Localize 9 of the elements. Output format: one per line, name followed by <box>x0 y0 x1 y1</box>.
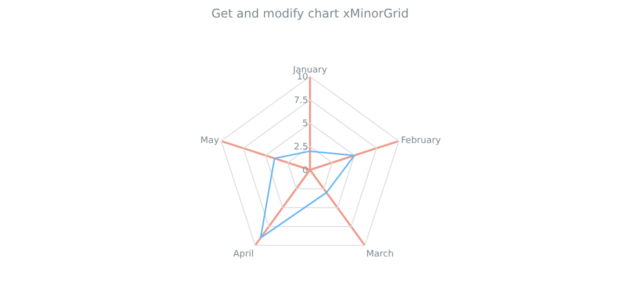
chart-title: Get and modify chart xMinorGrid <box>211 6 409 20</box>
y-tick-label: 2.5 <box>294 142 308 152</box>
spoke-label: March <box>366 249 394 260</box>
spoke-label: April <box>233 249 254 260</box>
y-tick-label: 7.5 <box>294 96 308 106</box>
spoke-label: February <box>400 136 442 146</box>
y-tick-label: 0 <box>302 166 308 176</box>
y-tick-label: 5 <box>302 119 308 130</box>
spoke-label: May <box>200 136 220 146</box>
